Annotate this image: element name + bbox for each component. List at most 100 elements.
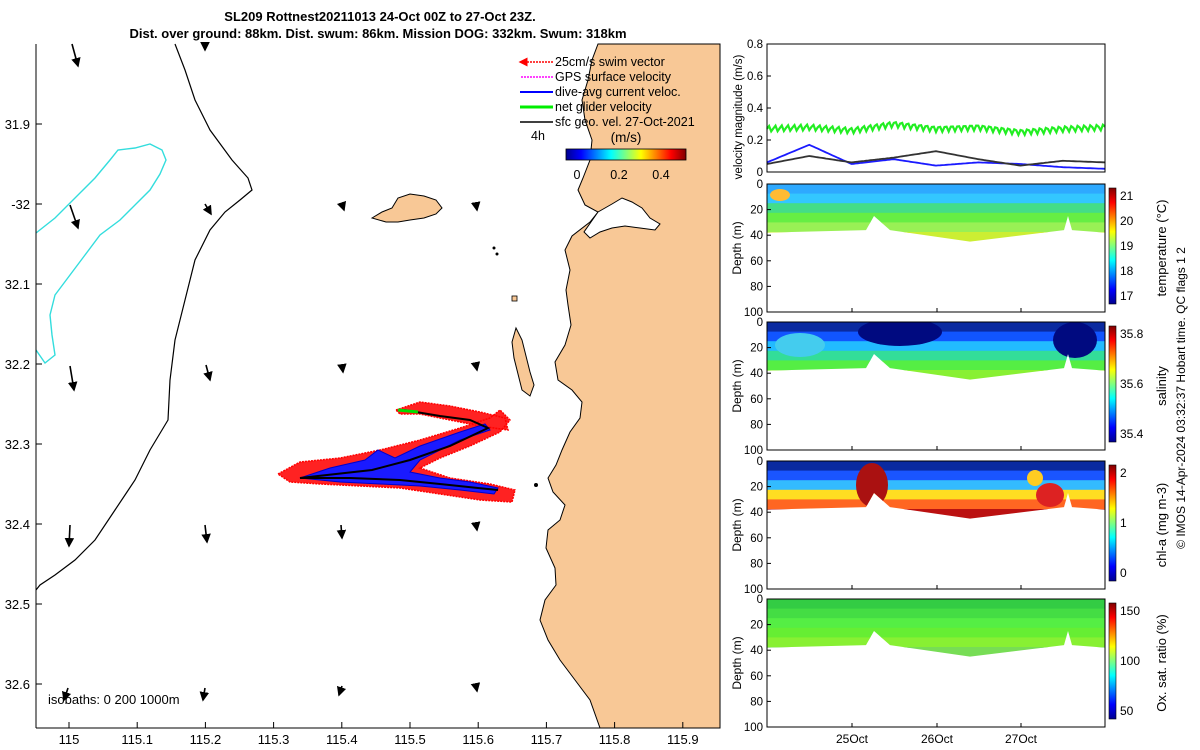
depth-tick-label: 0 — [757, 317, 763, 329]
section-layer — [767, 203, 1105, 214]
islet-dot — [492, 246, 496, 250]
section-layer — [767, 370, 1105, 380]
section-field — [767, 599, 1105, 657]
depth-axis-label: Depth (m) — [730, 636, 744, 689]
map-x-tick-label: 115.5 — [394, 732, 426, 747]
isobath-1000m — [35, 43, 253, 591]
depth-tick-label: 100 — [744, 722, 763, 734]
section-panel: 0 20 40 60 80 100 Depth (m) 150 100 50 Ox. sat. ra… — [730, 594, 1169, 734]
garden-island — [511, 326, 535, 397]
islet-dot — [495, 252, 499, 256]
colorbar-tick-label: 0 — [1120, 566, 1127, 580]
depth-tick-label: 60 — [750, 256, 763, 268]
colorbar-tick-label: 50 — [1120, 704, 1134, 718]
depth-tick-label: 40 — [750, 645, 763, 657]
velocity-ylabel: velocity magnitude (m/s) — [733, 55, 745, 180]
map-x-tick-label: 115.8 — [599, 732, 631, 747]
colorbar-label: salinity — [1154, 366, 1169, 406]
section-feature — [1036, 483, 1064, 507]
colorbar-tick-label: 35.6 — [1120, 377, 1144, 391]
colorbar-tick: 0.2 — [610, 168, 627, 182]
islet-dot — [534, 483, 538, 487]
map-legend: 25cm/s swim vector GPS surface velocity … — [518, 55, 695, 182]
map-x-tick-label: 115.6 — [462, 732, 494, 747]
velocity-frame — [766, 43, 1106, 173]
section-colorbar — [1108, 325, 1117, 443]
map-x-tick-label: 115.2 — [190, 732, 222, 747]
depth-tick-label: 80 — [750, 281, 763, 293]
section-frame — [766, 460, 1106, 590]
velocity-series-line — [766, 120, 1106, 138]
colorbar-tick-label: 21 — [1120, 189, 1134, 203]
section-panel: 0 20 40 60 80 100 Depth (m) 21 20 19 18 17 temperatu… — [730, 179, 1169, 319]
section-layer — [767, 618, 1105, 629]
section-layer — [767, 499, 1105, 510]
depth-tick-label: 0 — [757, 594, 763, 606]
section-layer — [767, 608, 1105, 620]
colorbar-tick-label: 19 — [1120, 239, 1134, 253]
depth-tick-label: 80 — [750, 696, 763, 708]
isobaths-label: isobaths: 0 200 1000m — [48, 692, 180, 707]
section-layer — [767, 461, 1105, 472]
depth-tick-label: 20 — [750, 343, 763, 355]
section-layer — [767, 341, 1105, 352]
section-layer — [767, 222, 1105, 233]
section-layer — [767, 647, 1105, 657]
depth-tick-label: 40 — [750, 507, 763, 519]
section-layer — [767, 480, 1105, 491]
section-feature — [775, 333, 825, 357]
section-layer — [767, 193, 1105, 205]
duration-label: 4h — [531, 129, 545, 143]
section-feature — [858, 322, 942, 346]
velocity-tick-label: 0.6 — [747, 71, 763, 83]
section-layer — [767, 232, 1105, 242]
map-x-tick-label: 115.3 — [258, 732, 290, 747]
copyright-note: © IMOS 14-Apr-2024 03:32:37 Hobart time.… — [1174, 247, 1188, 549]
dive-avg-current-track — [299, 423, 499, 495]
time-tick-label: 26Oct — [921, 732, 954, 746]
colorbar-tick-label: 20 — [1120, 214, 1134, 228]
figure-subtitle: Dist. over ground: 88km. Dist. swum: 86k… — [129, 26, 626, 41]
velocity-tick-label: 0 — [757, 167, 763, 179]
map-y-tick-label: 32.4 — [5, 517, 30, 532]
map-y-tick-label: 31.9 — [5, 117, 30, 132]
section-layer — [767, 212, 1105, 224]
depth-tick-label: 60 — [750, 671, 763, 683]
section-colorbar — [1108, 602, 1117, 720]
time-tick-label: 25Oct — [836, 732, 869, 746]
colorbar-tick-label: 100 — [1120, 654, 1140, 668]
velocity-series-line — [766, 143, 1106, 170]
section-feature — [1053, 322, 1097, 358]
section-layer — [767, 350, 1105, 362]
colorbar-tick-label: 17 — [1120, 289, 1134, 303]
colorbar-unit: (m/s) — [611, 130, 642, 145]
section-layer — [767, 360, 1105, 371]
velocity-panel: velocity magnitude (m/s) 0 0.2 0.4 0.6 0.8 — [733, 39, 1106, 180]
section-layer — [767, 470, 1105, 482]
section-field — [767, 461, 1105, 519]
section-layer — [767, 509, 1105, 519]
depth-tick-label: 80 — [750, 419, 763, 431]
map-x-tick-label: 115.7 — [531, 732, 563, 747]
speed-colorbar — [565, 148, 687, 161]
depth-axis-label: Depth (m) — [730, 221, 744, 274]
velocity-tick-label: 0.2 — [747, 135, 763, 147]
islet — [511, 295, 518, 302]
estuary-inlet — [583, 197, 661, 239]
legend-label: net glider velocity — [555, 100, 652, 114]
mainland — [539, 43, 721, 729]
map-y-tick-label: 32.3 — [5, 437, 30, 452]
colorbar-tick-label: 35.4 — [1120, 427, 1144, 441]
map-y-tick-label: 32.6 — [5, 677, 30, 692]
legend-label: dive-avg current veloc. — [555, 85, 681, 99]
geo-velocity-arrows — [61, 42, 481, 702]
map-y-tick-label: 32.1 — [5, 277, 30, 292]
isobath-200m — [35, 143, 167, 365]
colorbar-tick-label: 2 — [1120, 466, 1127, 480]
section-panel: 0 20 40 60 80 100 Depth (m) 2 1 0 chl-a (mg m-3) — [730, 456, 1169, 596]
section-field — [767, 184, 1105, 242]
net-glider-velocity — [397, 408, 419, 414]
colorbar-tick-label: 1 — [1120, 516, 1127, 530]
depth-tick-label: 100 — [744, 307, 763, 319]
